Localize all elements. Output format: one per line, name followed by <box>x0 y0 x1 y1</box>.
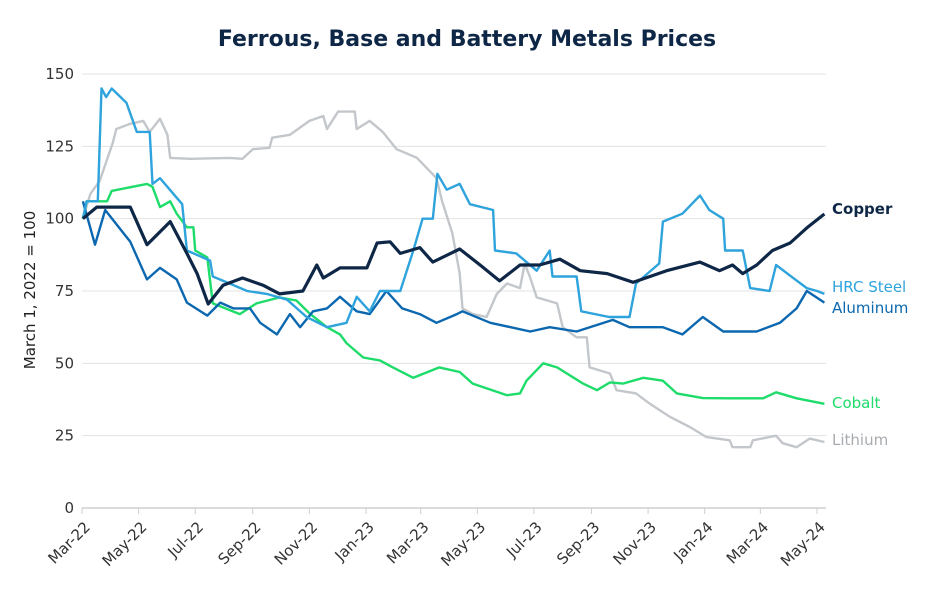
series-line-copper <box>81 205 826 306</box>
y-tick-label: 125 <box>45 137 74 155</box>
gridlines <box>82 73 826 509</box>
y-tick-label: 25 <box>55 427 74 445</box>
series-line-lithium <box>81 110 825 449</box>
x-tick-label: Jan-23 <box>331 518 378 565</box>
x-tick-label: Jul-23 <box>502 518 546 562</box>
x-tick-label: Nov-23 <box>609 518 659 568</box>
x-axis-ticks: Mar-22 May-22 Jul-22 Sep-22 Nov-22 Jan-23 Mar-… <box>44 508 829 570</box>
x-tick-label: Mar-24 <box>723 518 772 567</box>
x-tick-label: May-23 <box>437 518 489 570</box>
x-tick-label: Mar-23 <box>383 518 432 567</box>
y-axis-ticks: 0 25 50 75 100 125 150 <box>45 65 74 517</box>
x-tick-label: Sep-23 <box>553 518 603 568</box>
series-line-aluminum <box>81 200 826 336</box>
y-tick-label: 0 <box>64 499 74 517</box>
series-label-aluminum: Aluminum <box>832 299 908 317</box>
y-tick-label: 100 <box>45 210 74 228</box>
y-axis-label: March 1, 2022 = 100 <box>21 211 39 369</box>
series-label-hrc-steel: HRC Steel <box>832 278 906 296</box>
x-tick-label: May-22 <box>99 518 151 570</box>
series-labels: Lithium Cobalt Aluminum HRC Steel Copper <box>832 200 908 449</box>
series-lines <box>81 87 826 449</box>
series-line-hrc-steel <box>81 87 825 329</box>
y-tick-label: 150 <box>45 65 74 83</box>
x-tick-label: Nov-22 <box>271 518 321 568</box>
x-tick-label: Mar-22 <box>44 518 93 567</box>
x-tick-label: May-24 <box>777 518 829 570</box>
x-tick-label: Jul-22 <box>163 518 207 562</box>
x-tick-label: Jan-24 <box>669 518 716 565</box>
series-label-lithium: Lithium <box>832 431 888 449</box>
y-tick-label: 75 <box>55 282 74 300</box>
x-tick-label: Sep-22 <box>215 518 265 568</box>
y-tick-label: 50 <box>55 354 74 372</box>
series-line-cobalt <box>81 182 825 405</box>
series-label-cobalt: Cobalt <box>832 394 881 412</box>
chart-title: Ferrous, Base and Battery Metals Prices <box>218 27 716 52</box>
series-label-copper: Copper <box>832 200 893 218</box>
